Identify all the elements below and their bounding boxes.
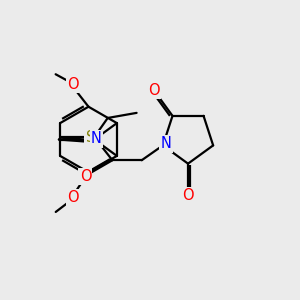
Text: O: O (68, 190, 79, 205)
Text: N: N (91, 131, 102, 146)
Text: O: O (67, 76, 79, 92)
Text: S: S (86, 130, 96, 145)
Text: N: N (160, 136, 171, 152)
Text: O: O (80, 169, 91, 184)
Text: O: O (148, 82, 160, 98)
Text: N: N (85, 134, 96, 149)
Text: O: O (182, 188, 194, 203)
